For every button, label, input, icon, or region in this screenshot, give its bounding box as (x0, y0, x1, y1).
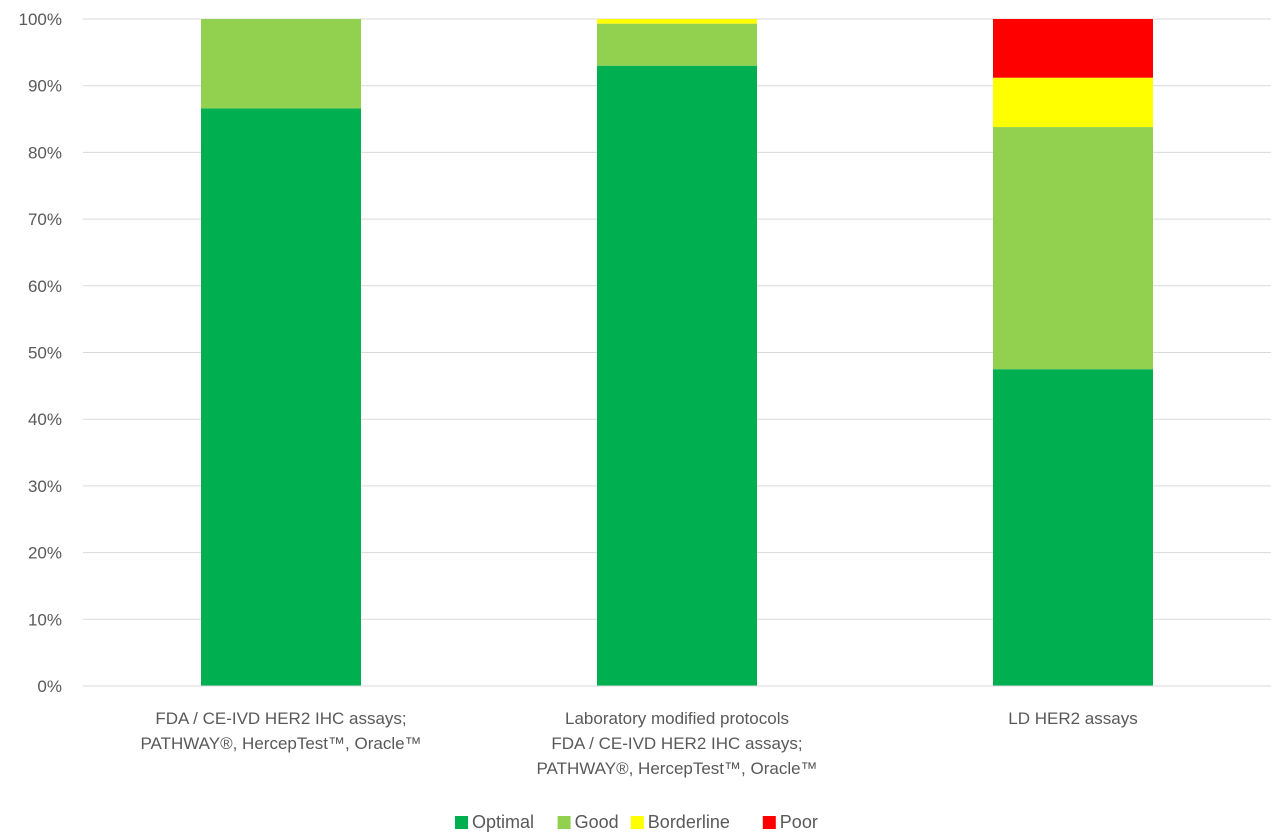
y-tick-label: 10% (28, 610, 62, 629)
bar-optimal-3 (993, 369, 1153, 686)
y-tick-label: 70% (28, 210, 62, 229)
y-tick-label: 90% (28, 77, 62, 96)
category-label: FDA / CE-IVD HER2 IHC assays; (551, 734, 802, 753)
bar-borderline-3 (993, 77, 1153, 128)
y-tick-label: 40% (28, 410, 62, 429)
legend-swatch-poor (762, 816, 776, 829)
legend-label-optimal: Optimal (472, 812, 534, 832)
bar-good-2 (597, 23, 757, 66)
bars (201, 19, 1153, 687)
x-axis-labels: FDA / CE-IVD HER2 IHC assays; PATHWAY®, H… (140, 709, 1137, 778)
y-tick-label: 60% (28, 277, 62, 296)
bar-good-3 (993, 127, 1153, 370)
bar-optimal-2 (597, 65, 757, 686)
legend-label-good: Good (575, 812, 619, 832)
category-label: FDA / CE-IVD HER2 IHC assays; (155, 709, 406, 728)
legend-swatch-good (557, 816, 571, 829)
y-tick-label: 30% (28, 477, 62, 496)
y-tick-label: 50% (28, 344, 62, 363)
category-label: Laboratory modified protocols (565, 709, 789, 728)
y-tick-label: 20% (28, 544, 62, 563)
category-label: PATHWAY®, HercepTest™, Oracle™ (536, 759, 817, 778)
legend-label-poor: Poor (780, 812, 818, 832)
bar-poor-3 (993, 19, 1153, 78)
legend-swatch-borderline (630, 816, 644, 829)
legend-swatch-optimal (455, 816, 468, 829)
y-axis-ticks: 0% 10% 20% 30% 40% 50% 60% 70% 80% 90% 100% (19, 10, 62, 696)
y-tick-label: 80% (28, 143, 62, 162)
legend: Optimal Good Borderline Poor (455, 812, 818, 832)
legend-label-borderline: Borderline (648, 812, 730, 832)
bar-borderline-2 (597, 19, 757, 24)
y-tick-label: 0% (37, 677, 62, 696)
category-label: PATHWAY®, HercepTest™, Oracle™ (140, 734, 421, 753)
bar-optimal-1 (201, 108, 361, 687)
bar-good-1 (201, 19, 361, 109)
y-tick-label: 100% (19, 10, 62, 29)
category-label: LD HER2 assays (1008, 709, 1137, 728)
